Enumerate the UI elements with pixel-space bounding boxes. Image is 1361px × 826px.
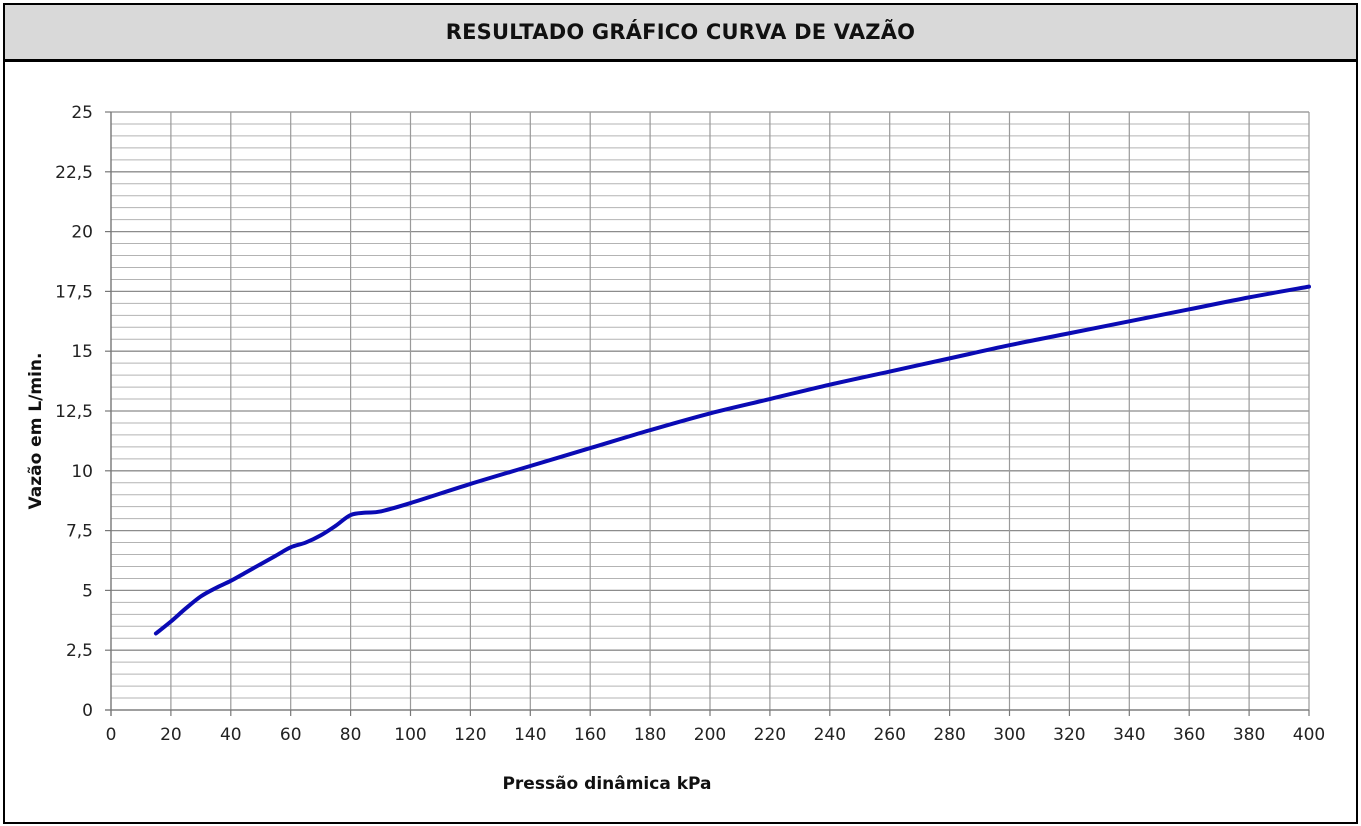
x-tick-label: 120 bbox=[454, 725, 486, 745]
x-tick-label: 280 bbox=[933, 725, 965, 745]
x-tick-label: 160 bbox=[574, 725, 606, 745]
x-tick-label: 80 bbox=[340, 725, 362, 745]
y-tick-label: 5 bbox=[82, 581, 93, 601]
title-bar: RESULTADO GRÁFICO CURVA DE VAZÃO bbox=[5, 5, 1356, 62]
grid-lines bbox=[110, 111, 1310, 711]
x-tick-label: 60 bbox=[280, 725, 302, 745]
y-axis-title: Vazão em L/min. bbox=[26, 353, 46, 510]
x-tick-label: 180 bbox=[634, 725, 666, 745]
x-axis-title: Pressão dinâmica kPa bbox=[502, 774, 711, 794]
x-tick-label: 100 bbox=[394, 725, 426, 745]
x-tick-label: 20 bbox=[160, 725, 182, 745]
chart-title: RESULTADO GRÁFICO CURVA DE VAZÃO bbox=[445, 20, 916, 44]
y-tick-label: 0 bbox=[82, 701, 93, 721]
x-tick-label: 40 bbox=[220, 725, 242, 745]
x-tick-label: 360 bbox=[1173, 725, 1205, 745]
y-tick-label: 17,5 bbox=[55, 282, 93, 302]
y-tick-label: 10 bbox=[71, 462, 93, 482]
x-tick-label: 300 bbox=[993, 725, 1025, 745]
x-tick-label: 260 bbox=[873, 725, 905, 745]
flow-curve-chart: 0 20 40 60 80 100 120 140 160 180 200 220 240 260 280 3… bbox=[26, 103, 1325, 794]
x-tick-label: 200 bbox=[694, 725, 726, 745]
x-tick-label: 0 bbox=[106, 725, 117, 745]
series-layer bbox=[153, 284, 1311, 636]
y-tick-label: 25 bbox=[71, 103, 93, 123]
y-tick-label: 7,5 bbox=[66, 522, 93, 542]
y-tick-label: 15 bbox=[71, 342, 93, 362]
tick-labels: 0 20 40 60 80 100 120 140 160 180 200 220 240 260 280 3… bbox=[55, 103, 1325, 745]
chart-frame: RESULTADO GRÁFICO CURVA DE VAZÃO 0 20 40 60… bbox=[3, 3, 1358, 824]
axes bbox=[105, 111, 1310, 716]
x-tick-label: 140 bbox=[514, 725, 546, 745]
x-tick-label: 320 bbox=[1053, 725, 1085, 745]
y-tick-label: 2,5 bbox=[66, 641, 93, 661]
x-tick-label: 340 bbox=[1113, 725, 1145, 745]
x-tick-label: 400 bbox=[1293, 725, 1325, 745]
x-tick-label: 220 bbox=[754, 725, 786, 745]
x-tick-label: 240 bbox=[814, 725, 846, 745]
y-tick-label: 22,5 bbox=[55, 163, 93, 183]
x-tick-label: 380 bbox=[1233, 725, 1265, 745]
flow-curve-line bbox=[153, 284, 1311, 636]
y-tick-label: 20 bbox=[71, 223, 93, 243]
y-tick-label: 12,5 bbox=[55, 402, 93, 422]
